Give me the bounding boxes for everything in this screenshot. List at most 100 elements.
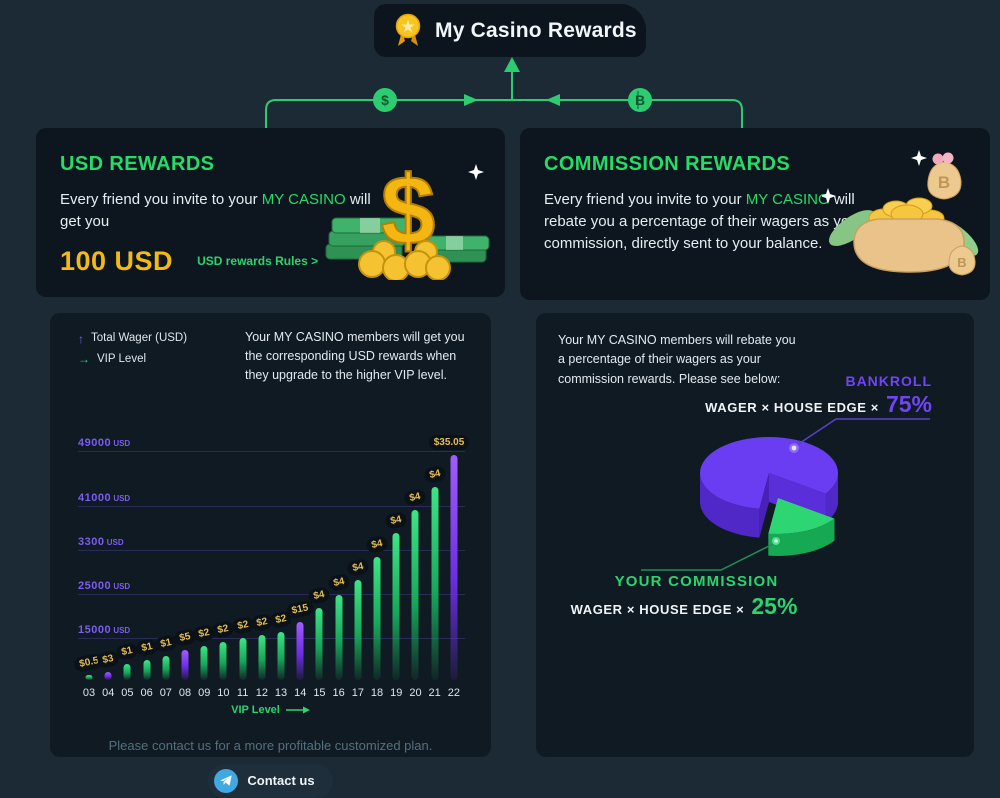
x-axis-tick: 06	[140, 686, 153, 699]
bar-column: $2	[192, 430, 217, 680]
commission-percentage: 25%	[751, 593, 798, 619]
x-axis-tick: 17	[351, 686, 364, 699]
bar-column: $3	[96, 430, 121, 680]
pie-slice-commission-face	[768, 498, 778, 556]
usd-rewards-card: USD REWARDS Every friend you invite to y…	[36, 128, 505, 297]
bar-column: $2	[230, 430, 255, 680]
connector-lines: $ B	[265, 57, 743, 128]
bar-column: $1	[115, 430, 140, 680]
bar-value-label: $4	[384, 510, 409, 530]
bar	[181, 649, 189, 680]
y-axis-tick: 49000 USD	[78, 436, 131, 449]
bar-column: $4	[326, 430, 351, 680]
legend-label: Total Wager (USD)	[91, 332, 188, 345]
coin-basket	[853, 197, 965, 273]
y-axis-tick: 25000 USD	[78, 579, 131, 592]
bar	[277, 631, 285, 680]
x-axis-tick: 05	[121, 686, 134, 699]
desc-text: will get you	[60, 191, 371, 230]
bar-column: $1	[134, 430, 159, 680]
x-axis-tick: 13	[274, 686, 288, 699]
right-arrow-icon	[464, 94, 478, 106]
x-axis-tick: 22	[447, 686, 460, 699]
right-arrow-icon: →	[78, 352, 90, 367]
x-axis-tick: 09	[198, 686, 211, 699]
gridline	[78, 637, 465, 639]
bar-value-label: $1	[115, 641, 140, 661]
dollar-circle-icon: $	[373, 88, 397, 112]
desc-text: Every friend you invite to your	[60, 191, 262, 208]
x-axis-tick: 11	[236, 686, 249, 699]
bar	[219, 641, 227, 680]
gridline	[78, 593, 465, 595]
bar	[258, 634, 266, 680]
bar-value-label: $4	[365, 534, 389, 554]
page-title: My Casino Rewards	[435, 18, 637, 42]
right-arrow-icon	[285, 706, 310, 714]
svg-text:$: $	[381, 92, 389, 108]
pie-slice-bankroll	[700, 437, 838, 509]
bar	[239, 637, 247, 680]
reward-amount-row: 100 USD USD rewards Rules >	[60, 246, 481, 277]
brand-name: MY CASINO	[745, 191, 830, 208]
chart-legend: ↑ Total Wager (USD) → VIP Level	[78, 329, 475, 370]
bar	[85, 674, 93, 680]
x-axis-tick: 19	[390, 686, 403, 699]
usd-rewards-column: USD REWARDS Every friend you invite to y…	[36, 128, 505, 798]
desc-text: Every friend you invite to your	[544, 191, 746, 208]
brand-name: MY CASINO	[261, 191, 346, 208]
bar	[162, 655, 170, 680]
medal-icon: ★	[395, 13, 421, 46]
bankroll-percentage: 75%	[885, 391, 932, 417]
bitcoin-circle-icon: B	[628, 88, 652, 112]
contact-note: Please contact us for a more profitable …	[108, 737, 433, 753]
x-axis-tick: 21	[428, 686, 441, 699]
x-axis-tick: 12	[255, 686, 268, 699]
svg-text:B: B	[957, 255, 966, 270]
bar	[354, 579, 362, 680]
contact-button-label: Contact us	[247, 773, 315, 789]
usd-rewards-rules-link[interactable]: USD rewards Rules >	[197, 254, 319, 268]
pie-slice-commission-wall	[768, 518, 835, 556]
bar-value-label: $35.05	[428, 434, 470, 450]
bar	[200, 645, 208, 680]
commission-rewards-column: COMMISSION REWARDS Every friend you invi…	[520, 128, 990, 757]
commission-pie-card: Your MY CASINO members will rebate you a…	[536, 313, 974, 757]
bar	[315, 607, 323, 680]
y-axis-tick: 41000 USD	[78, 491, 131, 504]
desc-text: will rebate you a percentage of their wa…	[544, 191, 863, 252]
x-axis-title-text: VIP Level	[231, 703, 280, 716]
y-axis-tick: 3300 USD	[78, 535, 124, 548]
money-bag-bottom: B	[948, 245, 976, 276]
commission-rewards-description: Every friend you invite to your MY CASIN…	[544, 189, 866, 254]
bars-row: $0.5 $3 $1 $1 $1 $5 $2 $2 $2 $2 $2 $15 $4 $4 $4 $4 $4 $4 $…	[73, 430, 470, 680]
usd-rewards-title: USD REWARDS	[60, 153, 215, 175]
x-axis-tick: 04	[102, 686, 115, 699]
commission-leader-line	[641, 543, 774, 571]
x-axis-labels: 03 04 05 06 07 08 09 10 11 12 13 14 15 16 17 18 19 20 21 22	[78, 687, 465, 699]
page-header: ★ My Casino Rewards	[374, 4, 646, 57]
bar	[450, 454, 458, 680]
pie-slice-bankroll-wall	[700, 473, 838, 538]
usd-rewards-description: Every friend you invite to your MY CASIN…	[60, 189, 372, 233]
gridline	[78, 549, 465, 551]
telegram-icon	[214, 768, 239, 793]
bar	[431, 486, 439, 680]
bar-column: $0.5	[73, 430, 105, 680]
bar-column: $15	[285, 430, 315, 680]
x-axis-tick: 16	[332, 686, 345, 699]
bar-value-label: $4	[345, 557, 370, 577]
x-axis-tick: 20	[409, 686, 422, 699]
reward-amount: 100 USD	[60, 245, 174, 276]
bar-column: $4	[307, 430, 332, 680]
x-axis-title: VIP Level	[66, 704, 475, 716]
commission-label: YOUR COMMISSION	[614, 573, 779, 590]
pie-slice-commission	[768, 498, 835, 534]
bar	[335, 594, 343, 680]
up-arrow-icon: ↑	[78, 332, 84, 346]
vip-rewards-chart-card: ↑ Total Wager (USD) → VIP Level Your MY …	[50, 313, 491, 798]
bar-column: $5	[173, 430, 197, 680]
x-axis-tick: 08	[178, 686, 192, 699]
svg-text:★: ★	[401, 18, 415, 35]
bar	[411, 509, 419, 680]
